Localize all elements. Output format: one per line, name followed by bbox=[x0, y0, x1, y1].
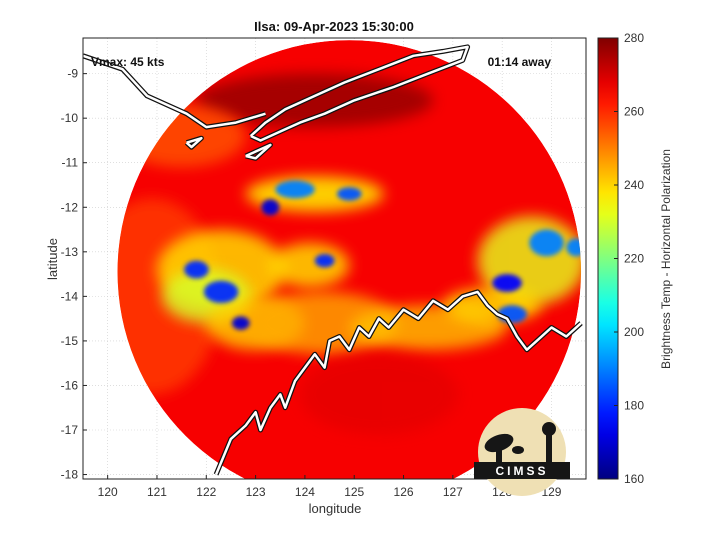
y-tick-label: -18 bbox=[61, 468, 79, 482]
colorbar-ticks: 280 260 240 220 200 180 160 bbox=[614, 31, 644, 486]
x-axis-label: longitude bbox=[309, 501, 362, 516]
colorbar-label: Brightness Temp - Horizontal Polarizatio… bbox=[659, 149, 673, 369]
brightness-feature bbox=[336, 187, 362, 201]
vmax-annotation: Vmax: 45 kts bbox=[91, 55, 165, 69]
colorbar-tick-label: 160 bbox=[624, 472, 644, 486]
time-offset-annotation: 01:14 away bbox=[488, 55, 552, 69]
logo-dish-left bbox=[484, 433, 514, 453]
coastline-timor bbox=[249, 45, 469, 142]
y-axis-ticks: -9 -10 -11 -12 -13 -14 -15 -16 -17 -18 bbox=[61, 67, 87, 482]
y-tick-label: -16 bbox=[61, 378, 79, 392]
brightness-feature bbox=[492, 274, 522, 292]
brightness-feature bbox=[314, 254, 335, 268]
brightness-feature bbox=[270, 242, 350, 288]
brightness-feature bbox=[184, 260, 209, 279]
brightness-feature bbox=[196, 73, 434, 128]
x-tick-label: 127 bbox=[443, 485, 463, 499]
brightness-feature bbox=[299, 354, 458, 435]
plot-frame bbox=[82, 37, 587, 480]
x-tick-label: 125 bbox=[344, 485, 364, 499]
logo-dish-stand bbox=[496, 446, 502, 463]
logo-tower-post bbox=[546, 428, 552, 463]
brightness-feature bbox=[261, 199, 280, 216]
chart-title: Ilsa: 09-Apr-2023 15:30:00 bbox=[254, 19, 414, 34]
x-axis-ticks: 120 121 122 123 124 125 126 127 128 129 bbox=[98, 475, 562, 499]
brightness-feature bbox=[529, 229, 564, 257]
y-axis-label: latitude bbox=[45, 238, 60, 280]
logo-ground bbox=[474, 462, 570, 479]
logo-text: CIMSS bbox=[495, 464, 548, 478]
x-tick-label: 126 bbox=[394, 485, 414, 499]
x-tick-label: 120 bbox=[98, 485, 118, 499]
x-tick-label: 121 bbox=[147, 485, 167, 499]
swath-disk bbox=[117, 40, 582, 479]
coastlines bbox=[83, 44, 583, 476]
y-tick-label: -10 bbox=[61, 111, 79, 125]
y-tick-label: -11 bbox=[62, 156, 79, 170]
brightness-feature bbox=[566, 238, 582, 257]
brightness-feature bbox=[275, 180, 315, 199]
y-tick-label: -14 bbox=[61, 289, 79, 303]
plot-area: 120 121 122 123 124 125 126 127 128 129 -9-10-11-… bbox=[61, 37, 587, 499]
logo-dish-small bbox=[512, 446, 524, 454]
y-tick-label: -9 bbox=[67, 67, 78, 81]
colorbar-tick-label: 240 bbox=[624, 178, 644, 192]
colorbar-tick-label: 220 bbox=[624, 252, 644, 266]
colorbar: 280 260 240 220 200 180 160 Brightness Temp - … bbox=[597, 31, 673, 486]
x-tick-label: 122 bbox=[196, 485, 216, 499]
colorbar-tick-label: 180 bbox=[624, 399, 644, 413]
y-tick-label: -12 bbox=[61, 200, 79, 214]
colorbar-tick-label: 200 bbox=[624, 325, 644, 339]
brightness-feature bbox=[203, 280, 239, 304]
cimss-logo: CIMSS bbox=[474, 408, 570, 496]
y-tick-label: -15 bbox=[61, 334, 79, 348]
colorbar-tick-label: 280 bbox=[624, 31, 644, 45]
logo-tower-top bbox=[542, 422, 556, 436]
x-tick-label: 124 bbox=[295, 485, 315, 499]
brightness-feature bbox=[442, 287, 542, 324]
y-tick-label: -17 bbox=[61, 423, 79, 437]
coastline-flores_sumba bbox=[83, 54, 266, 129]
y-tick-label: -13 bbox=[61, 245, 79, 259]
coastline-rote bbox=[245, 143, 272, 160]
colorbar-tick-label: 260 bbox=[624, 105, 644, 119]
coastline-sawu bbox=[185, 136, 203, 149]
brightness-feature bbox=[231, 316, 250, 330]
coastline-australia_nw bbox=[214, 290, 582, 475]
x-tick-label: 123 bbox=[246, 485, 266, 499]
